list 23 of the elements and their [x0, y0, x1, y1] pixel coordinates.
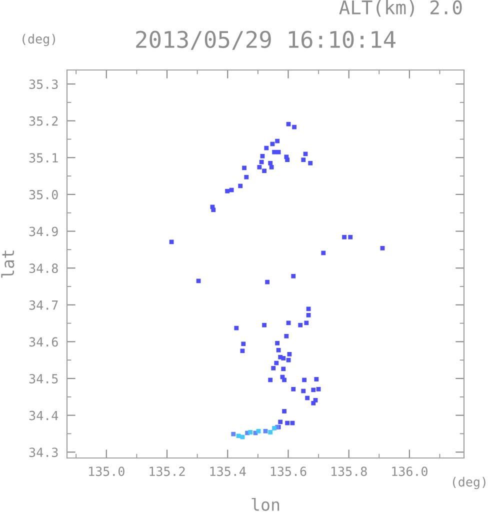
y-tick-label: 35.2	[29, 116, 58, 126]
x-tick-label: 135.0	[89, 466, 124, 476]
y-tick-label: 34.9	[29, 226, 58, 236]
y-tick-label: 35.1	[29, 153, 58, 163]
x-tick-label: 135.2	[150, 466, 185, 476]
y-tick-label: 35.3	[29, 79, 58, 89]
x-tick-label: 136.0	[392, 466, 428, 476]
y-tick-label: 34.3	[29, 448, 58, 458]
y-tick-label: 34.8	[29, 264, 58, 274]
y-tick-label: 35.0	[29, 190, 58, 200]
chart-title: 2013/05/29 16:10:14	[136, 30, 396, 50]
y-tick-label: 34.4	[29, 410, 58, 420]
x-tick-label: 135.8	[332, 466, 367, 476]
x-tick-label: 135.4	[210, 466, 246, 476]
text: (deg)	[452, 476, 486, 490]
y-tick-label: 34.7	[29, 300, 58, 310]
y-tick-label: 34.5	[29, 374, 58, 384]
x-axis-title: lon	[252, 498, 280, 511]
x-tick-label: 135.6	[270, 466, 306, 476]
y-axis-title: lat	[1, 250, 14, 278]
y-tick-label: 34.6	[29, 337, 58, 347]
text: ALT(km) 2.0	[339, 0, 462, 17]
text: (deg)	[22, 34, 56, 46]
